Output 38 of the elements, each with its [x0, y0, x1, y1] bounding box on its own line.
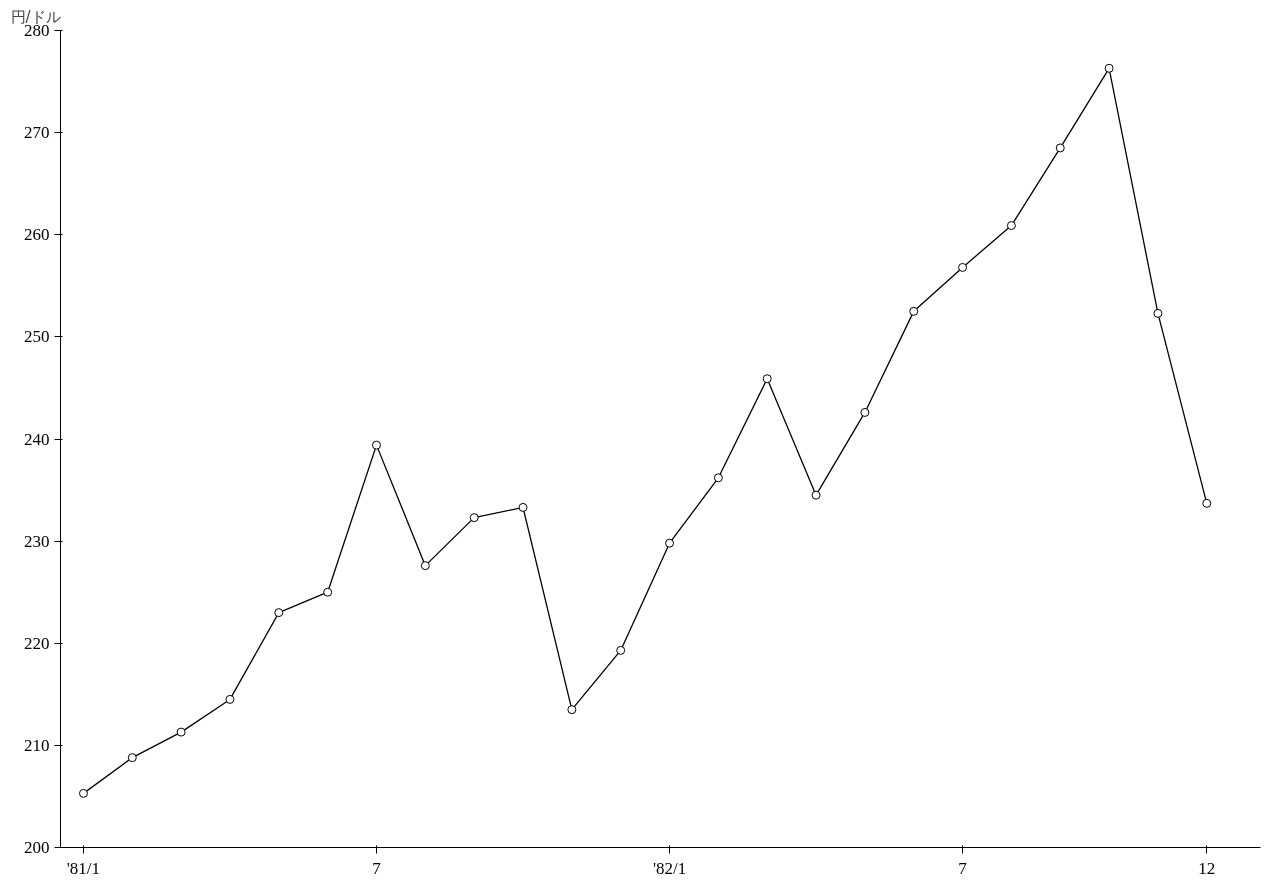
point — [567, 705, 577, 715]
point — [78, 788, 88, 798]
y-tick-label: 250 — [24, 327, 50, 347]
y-tick-label: 210 — [24, 735, 50, 755]
point — [469, 513, 479, 523]
y-axis-title: 円/ドル — [10, 7, 61, 26]
point — [958, 262, 968, 272]
y-tick-label: 240 — [24, 429, 50, 449]
point — [420, 561, 430, 571]
point — [1153, 308, 1163, 318]
point — [1104, 63, 1114, 73]
y-tick-label: 230 — [24, 531, 50, 551]
point — [713, 473, 723, 483]
x-tick-label: '81/1 — [66, 858, 101, 878]
y-tick-label: 270 — [24, 123, 50, 143]
point — [176, 727, 186, 737]
point — [1055, 143, 1065, 153]
point — [665, 538, 675, 548]
point — [518, 502, 528, 512]
point — [127, 753, 137, 763]
x-tick-label: '82/1 — [652, 858, 687, 878]
x-tick-label: 7 — [372, 858, 382, 878]
point — [762, 374, 772, 384]
x-tick-label: 7 — [958, 858, 968, 878]
point — [616, 645, 626, 655]
point — [225, 694, 235, 704]
point — [860, 407, 870, 417]
point — [811, 490, 821, 500]
point — [1202, 498, 1212, 508]
point — [323, 587, 333, 597]
point — [909, 306, 919, 316]
y-tick-label: 260 — [24, 225, 50, 245]
x-tick-label: 12 — [1198, 858, 1216, 878]
y-tick-label: 220 — [24, 633, 50, 653]
y-tick-label: 200 — [24, 838, 50, 857]
point — [372, 440, 381, 450]
point — [1006, 221, 1016, 231]
point — [274, 608, 284, 618]
